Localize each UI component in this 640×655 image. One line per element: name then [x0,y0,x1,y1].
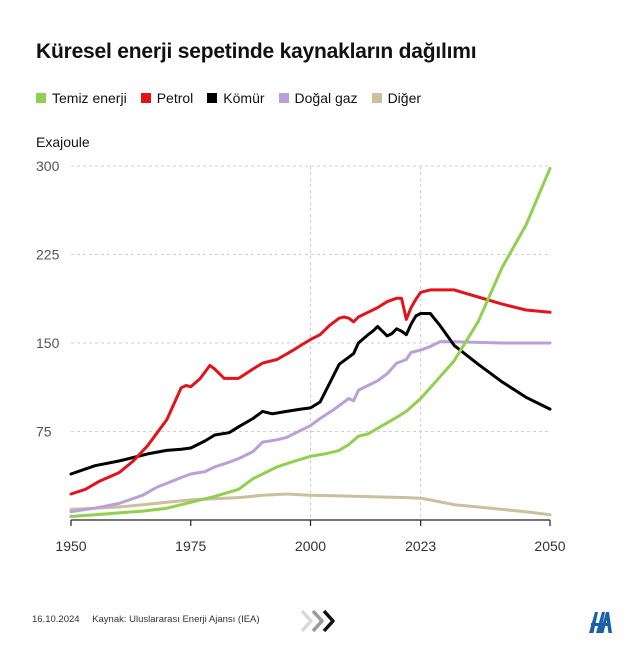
y-tick-label: 150 [36,335,60,351]
legend-swatch-gas [278,93,289,103]
x-tick-label: 1950 [55,538,86,554]
y-tick-label: 225 [36,247,60,263]
legend-label-coal: Kömür [223,90,265,106]
chart-title: Küresel enerji sepetinde kaynakların dağ… [36,40,477,63]
legend-label-gas: Doğal gaz [294,90,358,106]
footer-source: Kaynak: Uluslararası Enerji Ajansı (IEA) [92,614,260,625]
series-line-coal [69,312,552,476]
legend-item-clean: Temiz enerji [36,90,127,106]
series-line-gas [69,340,552,514]
x-tick-label: 2000 [295,538,326,554]
x-tick-label: 2023 [405,538,436,554]
chart-legend: Temiz enerji Petrol Kömür Doğal gaz Diğe… [36,90,421,106]
x-tick-label: 2050 [534,538,565,554]
legend-item-oil: Petrol [140,90,194,106]
legend-item-other: Diğer [371,90,422,106]
series-line-oil [69,288,552,496]
aa-logo-icon [589,612,612,633]
series-line-other [69,492,552,517]
series-line-clean [69,166,552,518]
y-tick-label: 75 [36,424,52,440]
y-tick-label: 300 [36,158,60,174]
legend-swatch-clean [36,93,46,103]
legend-item-coal: Kömür [207,90,265,106]
x-tick-label: 1975 [175,538,206,554]
legend-swatch-other [371,93,382,103]
legend-item-gas: Doğal gaz [278,90,358,106]
legend-swatch-coal [207,93,218,103]
footer: 16.10.2024 Kaynak: Uluslararası Enerji A… [32,614,260,625]
chevrons-right-icon [300,609,335,633]
legend-label-oil: Petrol [156,90,194,106]
legend-label-other: Diğer [387,90,422,106]
y-axis-unit-label: Exajoule [36,134,90,150]
legend-label-clean: Temiz enerji [52,90,127,106]
footer-date: 16.10.2024 [32,614,80,625]
legend-swatch-oil [140,93,151,103]
